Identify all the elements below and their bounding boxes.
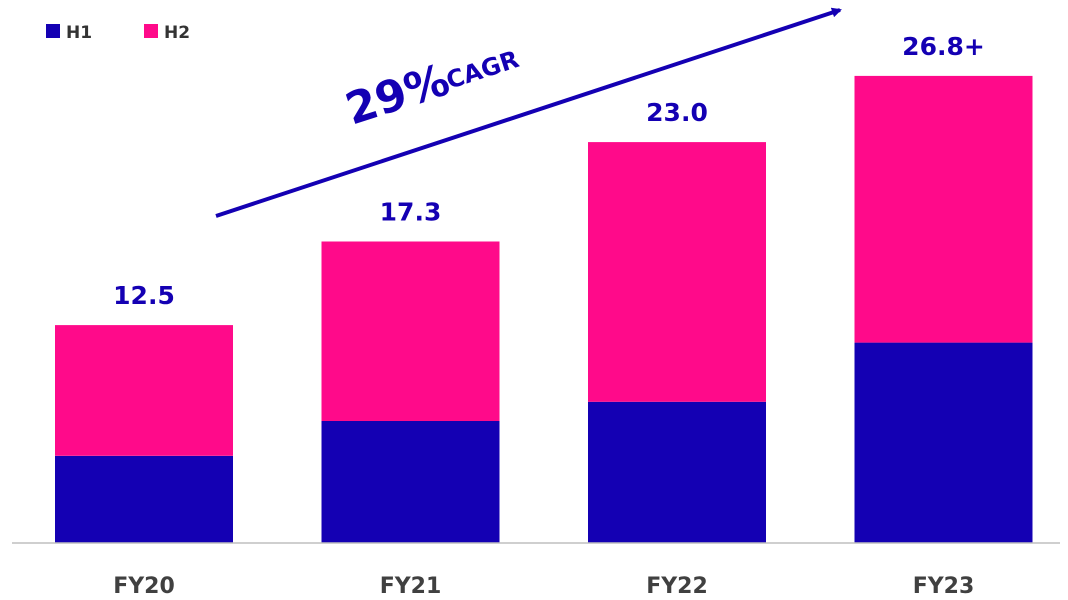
bar-h1-fy20 [55,455,233,543]
legend-swatch-h2 [144,24,158,38]
category-label-fy21: FY21 [380,574,442,599]
legend-label-h2: H2 [164,23,190,43]
total-label-fy23: 26.8+ [902,32,985,61]
bar-h1-fy23 [854,342,1033,543]
bar-h1-fy22 [588,401,766,543]
bars-group [55,75,1033,543]
bar-h2-fy22 [588,142,766,402]
labels-group: 12.5 FY20 17.3 FY21 23.0 FY22 26.8+ FY23 [113,32,985,599]
cagr-arrow [215,7,842,218]
category-label-fy20: FY20 [113,574,175,599]
total-label-fy20: 12.5 [113,281,175,310]
legend-swatch-h1 [46,24,60,38]
category-label-fy23: FY23 [913,574,975,599]
cagr-label-text: CAGR [443,45,522,95]
bar-h1-fy21 [321,421,500,543]
legend: H1 H2 [46,23,190,43]
category-label-fy22: FY22 [646,574,708,599]
cagr-percent-text: 29% [340,54,456,135]
total-label-fy22: 23.0 [646,98,708,127]
total-label-fy21: 17.3 [380,198,442,227]
bar-h2-fy21 [321,241,500,421]
legend-label-h1: H1 [66,23,92,43]
bar-h2-fy23 [854,75,1033,343]
bar-h2-fy20 [55,325,233,456]
